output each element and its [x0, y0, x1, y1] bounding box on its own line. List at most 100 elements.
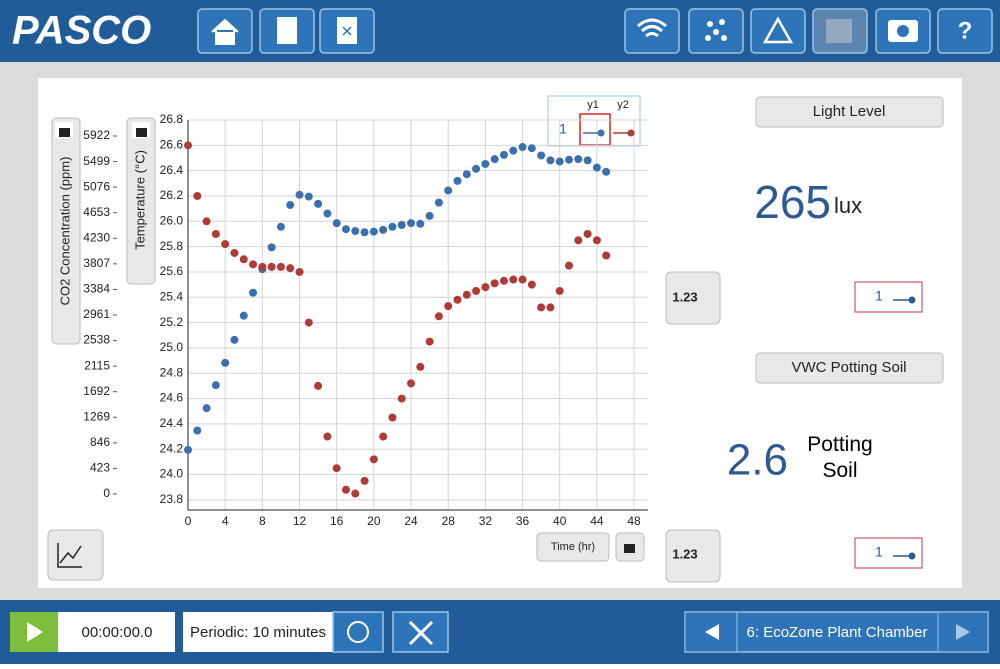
data-point	[444, 186, 453, 195]
x-tick-label: 20	[367, 514, 381, 528]
x-tick-label: 36	[516, 514, 530, 528]
help-label: ?	[958, 17, 973, 44]
data-point	[592, 236, 601, 245]
data-point	[230, 335, 239, 344]
legend-dot	[627, 129, 635, 137]
data-point	[518, 143, 527, 152]
data-point	[314, 199, 323, 208]
lock-body	[59, 128, 70, 137]
data-point	[230, 248, 239, 257]
data-point	[360, 476, 369, 485]
y2-tick-label: 26.6	[160, 137, 184, 151]
data-point	[276, 262, 285, 271]
data-point	[574, 155, 583, 164]
data-point	[555, 286, 564, 295]
meter-title-card[interactable]	[755, 96, 944, 128]
timer: 00:00:00.0	[82, 624, 153, 641]
sampling-mode: Periodic: 10 minutes	[190, 624, 326, 641]
data-point	[397, 394, 406, 403]
data-point	[202, 217, 211, 226]
data-point	[388, 222, 397, 231]
home-button[interactable]	[197, 8, 253, 54]
data-point	[341, 225, 350, 234]
meter-value: 265	[754, 176, 831, 228]
timer-box	[58, 612, 175, 652]
toolbar-left	[197, 8, 375, 54]
data-point	[286, 264, 295, 273]
sampling-box[interactable]	[183, 612, 333, 652]
data-point	[565, 155, 574, 164]
bottom-bar: 00:00:00.0 Periodic: 10 minutes 6: EcoZo…	[0, 600, 1000, 664]
legend-label: y2	[617, 99, 629, 111]
data-point	[249, 288, 258, 297]
data-point	[184, 445, 192, 454]
x-axis-label: Time (hr)	[551, 541, 595, 553]
meters: Light Level 265 lux 1 1.23 VWC Potting S…	[665, 96, 944, 583]
data-point	[499, 150, 508, 159]
y-tick-label: 5922	[83, 128, 110, 142]
x-tick-label: 24	[404, 514, 418, 528]
run-dot	[908, 552, 916, 560]
data-point	[314, 381, 323, 390]
data-point	[527, 144, 536, 153]
data-point	[537, 303, 546, 312]
run-label: 1	[875, 544, 883, 560]
data-point	[490, 279, 499, 288]
y-axis-label-card[interactable]	[51, 117, 81, 345]
lock-body	[136, 128, 147, 137]
x-axis-label-card[interactable]	[536, 532, 610, 562]
data-point	[379, 432, 388, 441]
data-point	[425, 337, 434, 346]
y2-tick-label: 24.8	[160, 365, 184, 379]
data-point	[304, 192, 313, 201]
data-point	[267, 243, 276, 252]
meter-type-button[interactable]	[665, 271, 721, 325]
meter-title-card[interactable]	[755, 352, 944, 384]
data-point	[184, 141, 192, 150]
data-point	[462, 290, 471, 299]
y-tick-label: 2538	[83, 333, 110, 347]
calc-button[interactable]	[750, 8, 806, 54]
y2-tick-label: 24.6	[160, 391, 184, 405]
meter-type-label: 1.23	[672, 289, 697, 304]
data-point	[369, 227, 378, 236]
y-tick-label: 5076	[83, 179, 110, 193]
logo: PASCO	[12, 9, 151, 53]
y-tick-label: 846	[90, 435, 110, 449]
sensor-icon	[705, 19, 727, 41]
data-point	[565, 261, 574, 270]
run-dot	[908, 296, 916, 304]
y2-tick-label: 23.8	[160, 492, 184, 506]
x-tick-label: 40	[553, 514, 567, 528]
meter-type-button[interactable]	[665, 529, 721, 583]
y2-axis-label-card[interactable]	[126, 117, 156, 285]
y-axis-label: CO2 Concentration (ppm)	[57, 157, 72, 306]
y2-tick-label: 26.0	[160, 213, 184, 227]
data-point	[602, 251, 611, 260]
y2-tick-label: 25.6	[160, 264, 184, 278]
data-point	[481, 283, 490, 292]
sampling-options[interactable]	[332, 611, 384, 653]
legend	[547, 95, 641, 147]
wifi-button[interactable]	[624, 8, 680, 54]
help-button[interactable]	[937, 8, 993, 54]
data-point	[239, 311, 248, 320]
graph: CO2 Concentration (ppm) Temperature (°C)…	[47, 95, 648, 581]
data-point	[388, 413, 397, 422]
data-point	[453, 176, 462, 185]
y2-tick-label: 25.8	[160, 239, 184, 253]
data-point	[518, 275, 527, 284]
data-point	[295, 267, 304, 276]
run-label: 1	[875, 288, 883, 304]
meter-unit-box: Potting Soil	[807, 433, 872, 482]
sampling-icon	[347, 621, 369, 643]
data-point	[341, 485, 350, 494]
play-icon	[27, 622, 43, 642]
y-tick-label: 0	[103, 486, 110, 500]
data-point	[211, 229, 220, 238]
y-tick-label: 3384	[83, 282, 110, 296]
journal-icon	[826, 19, 852, 43]
y2-tick-label: 24.0	[160, 467, 184, 481]
meter-title: VWC Potting Soil	[791, 359, 906, 376]
data-point	[472, 286, 481, 295]
